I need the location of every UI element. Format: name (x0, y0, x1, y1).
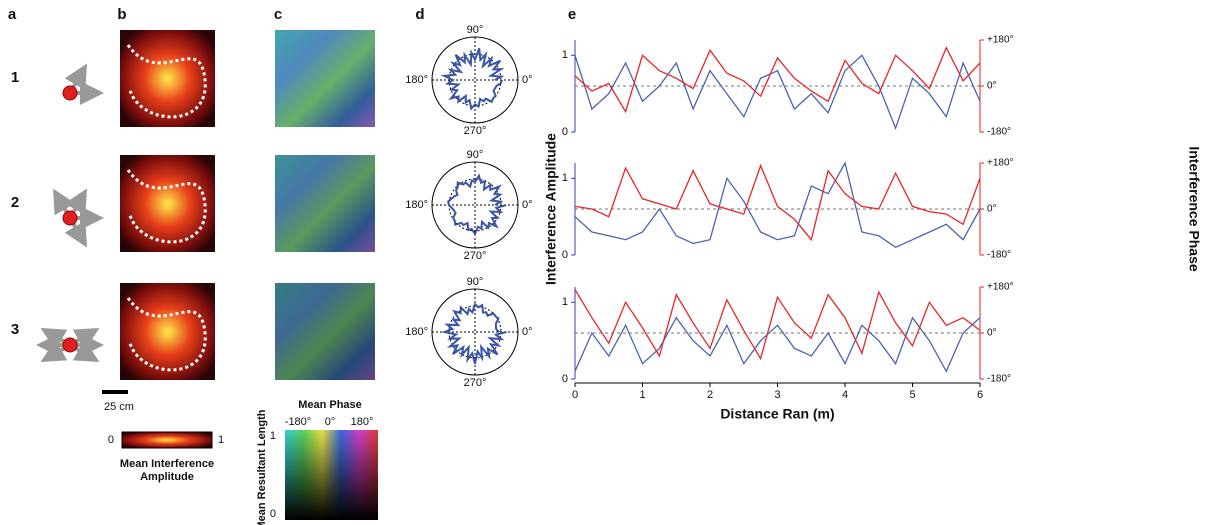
x-tick-label: 0 (572, 389, 578, 401)
polar-curve (441, 302, 507, 365)
polar-label: 180° (405, 199, 428, 211)
phase-map (275, 30, 375, 127)
red-dot (62, 337, 78, 353)
row-label: 1 (11, 69, 19, 86)
line-series (574, 161, 981, 249)
x-axis-label: Distance Ran (m) (720, 406, 834, 422)
phase-map (275, 155, 375, 252)
y2-tick-label: -180° (987, 374, 1011, 385)
x-tick-label: 2 (707, 389, 713, 401)
y-axis-label: Interference Amplitude (543, 133, 559, 285)
phase-map (275, 283, 375, 380)
line-series (574, 316, 981, 373)
line-series (574, 46, 981, 114)
scale-label: 25 cm (104, 401, 134, 413)
x-tick-label: 4 (842, 389, 848, 401)
line-series (574, 289, 981, 361)
polar-label: 270° (464, 250, 487, 262)
y2-axis-label: Interference Phase (1186, 146, 1202, 271)
line-series (574, 54, 981, 131)
red-dot (62, 85, 78, 101)
row-label: 3 (11, 321, 19, 338)
y2-tick-label: +180° (987, 282, 1014, 293)
x-tick-label: 5 (909, 389, 915, 401)
trajectory (126, 44, 207, 119)
legend-dark (285, 430, 378, 520)
y-tick-label: 1 (562, 49, 568, 61)
heatmap (120, 30, 215, 127)
y2-tick-label: 0° (987, 81, 997, 92)
polar-curve (440, 47, 505, 111)
polar-curve (447, 173, 507, 237)
legend-tick: -180° (285, 416, 311, 428)
heatmap (120, 155, 215, 252)
polar-label: 90° (467, 24, 484, 36)
x-tick-label: 6 (977, 389, 983, 401)
colorbar-label: Amplitude (140, 471, 194, 483)
colorbar-label: Mean Interference (120, 458, 214, 470)
y-tick-label: 0 (562, 249, 568, 261)
colorbar (121, 431, 213, 449)
panel-label: b (117, 6, 126, 23)
red-dot (62, 210, 78, 226)
polar-label: 0° (522, 199, 533, 211)
y-tick-label: 0 (562, 373, 568, 385)
polar-label: 90° (467, 149, 484, 161)
polar-label: 0° (522, 74, 533, 86)
x-tick-label: 3 (774, 389, 780, 401)
x-tick-label: 1 (639, 389, 645, 401)
polar-label: 270° (464, 125, 487, 137)
y2-tick-label: 0° (987, 328, 997, 339)
colorbar-min: 0 (108, 434, 114, 446)
panel-label: c (274, 6, 282, 23)
y2-tick-label: 0° (987, 204, 997, 215)
polar-label: 0° (522, 326, 533, 338)
phase-map-shade (275, 30, 375, 127)
polar-label: 180° (405, 326, 428, 338)
polar-label: 90° (467, 276, 484, 288)
legend-tick: 0° (325, 416, 336, 428)
legend-ylabel: Mean Resultant Length (256, 409, 268, 525)
line-series (574, 163, 981, 242)
legend-title: Mean Phase (298, 399, 362, 411)
panel-label: d (415, 6, 424, 23)
phase-map-shade (275, 283, 375, 380)
polar-label: 270° (464, 377, 487, 389)
panel-label: a (8, 6, 17, 23)
heatmap (120, 283, 215, 380)
trajectory (126, 297, 207, 372)
panel-e: 0 1 +180° 0° -180° 0 1 +180° 0° -180° Interference… (543, 35, 1203, 422)
y-tick-label: 0 (562, 126, 568, 138)
polar-label: 180° (405, 74, 428, 86)
trajectory (126, 169, 207, 244)
y2-tick-label: +180° (987, 35, 1014, 46)
legend-ytick: 1 (270, 430, 276, 442)
y2-tick-label: -180° (987, 250, 1011, 261)
panel-label: e (568, 6, 576, 23)
colorbar-max: 1 (218, 434, 224, 446)
legend-tick: 180° (351, 416, 374, 428)
legend-ytick: 0 (270, 508, 276, 520)
y2-tick-label: +180° (987, 158, 1014, 169)
y-tick-label: 1 (562, 296, 568, 308)
phase-map-shade (275, 155, 375, 252)
row-label: 2 (11, 194, 19, 211)
y-tick-label: 1 (562, 172, 568, 184)
y2-tick-label: -180° (987, 127, 1011, 138)
